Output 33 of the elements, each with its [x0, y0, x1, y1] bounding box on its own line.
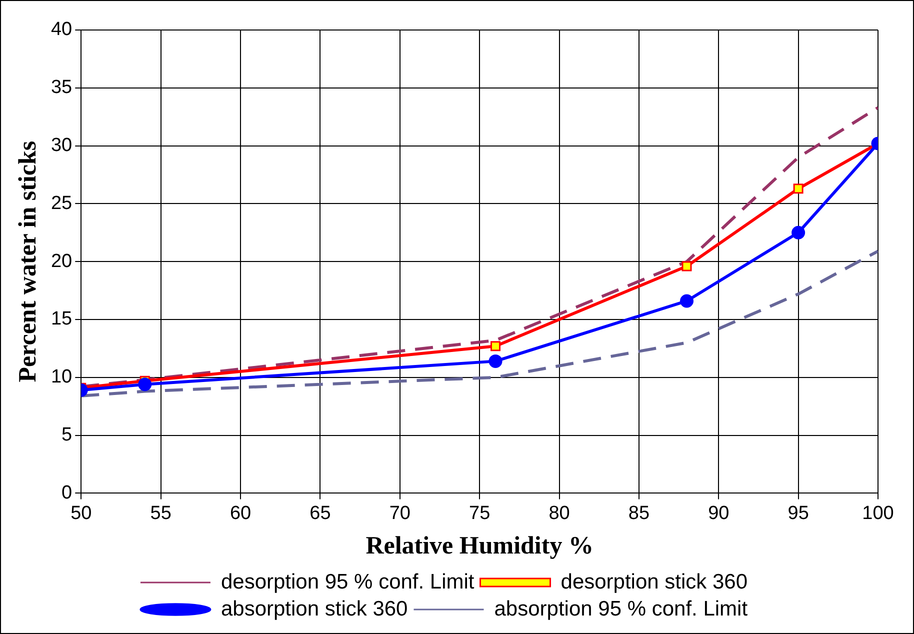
x-tick-label: 50	[70, 502, 92, 524]
x-tick-label: 75	[468, 502, 490, 524]
x-axis-title: Relative Humidity %	[366, 532, 594, 560]
point	[792, 226, 806, 240]
y-tick-label: 15	[50, 308, 72, 330]
point	[680, 294, 694, 308]
y-tick-label: 0	[62, 482, 72, 504]
x-tick-label: 70	[389, 502, 410, 524]
y-tick-label: 40	[50, 19, 72, 40]
point	[682, 261, 692, 272]
x-tick-label: 80	[548, 502, 570, 524]
x-tick-label: 85	[628, 502, 650, 524]
y-tick-label: 30	[50, 135, 72, 156]
y-axis-title: Percent water in sticks	[14, 140, 42, 382]
point	[793, 184, 804, 194]
x-tick-label: 95	[788, 502, 809, 524]
legend-label: desorption 95 % conf. Limit	[220, 570, 474, 594]
x-tick-label: 90	[708, 502, 730, 524]
x-tick-label: 100	[862, 502, 894, 524]
x-tick-label: 65	[310, 502, 331, 524]
y-tick-label: 25	[50, 192, 72, 214]
point	[138, 378, 152, 392]
legend-label: desorption stick 360	[560, 570, 748, 594]
x-tick-label: 55	[150, 502, 172, 524]
y-tick-label: 35	[50, 77, 72, 98]
point	[490, 341, 500, 352]
y-tick-label: 20	[50, 250, 72, 272]
point	[488, 354, 502, 368]
legend-label: absorption 95 % conf. Limit	[494, 597, 748, 620]
legend-label: absorption stick 360	[220, 597, 408, 620]
y-tick-label: 5	[62, 424, 72, 446]
x-tick-label: 60	[230, 502, 252, 524]
y-tick-label: 10	[50, 366, 72, 388]
